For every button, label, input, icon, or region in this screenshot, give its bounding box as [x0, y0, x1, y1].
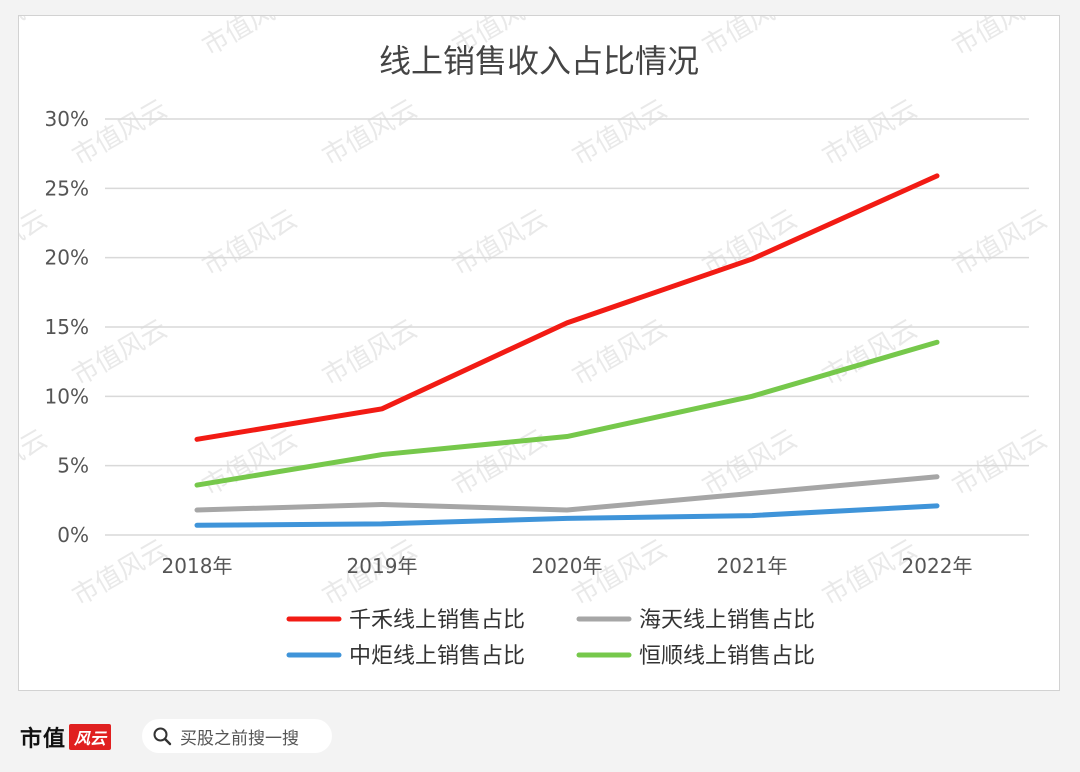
chart-panel: 市值风云 市值风云 市值风云 市值风云 市值风云 市值风云 市值风云 市值风云 市值风云 市值风云…	[0, 0, 1080, 691]
x-tick-label: 2021年	[717, 554, 788, 578]
y-tick-label: 15%	[45, 315, 89, 339]
chart-title: 线上销售收入占比情况	[379, 42, 699, 80]
y-tick-label: 30%	[45, 107, 89, 131]
watermark-text: 市值风云	[68, 94, 173, 172]
watermark-text: 市值风云	[948, 204, 1053, 282]
axis-layer: 0% 5% 10% 15% 20% 25% 30% 2018年 2019年 2020年 2021年 2…	[45, 107, 973, 578]
brand-name: 市值	[20, 727, 67, 752]
watermark-text: 市值风云	[818, 94, 923, 172]
brand-mark: 风云	[69, 724, 112, 750]
y-tick-label: 5%	[57, 454, 89, 478]
y-tick-label: 20%	[45, 246, 89, 270]
watermark-text: 市值风云	[948, 16, 1053, 62]
x-tick-label: 2022年	[902, 554, 973, 578]
footer-bar: 市值 风云 买股之前搜一搜	[0, 700, 1080, 772]
y-tick-label: 10%	[45, 384, 89, 408]
watermark-text: 市值风云	[948, 424, 1053, 502]
watermark-text: 市值风云	[448, 204, 553, 282]
search-placeholder: 买股之前搜一搜	[180, 728, 299, 749]
brand-logo[interactable]: 市值 风云	[20, 722, 112, 752]
watermark-text: 市值风云	[19, 204, 53, 282]
watermark-text: 市值风云	[448, 424, 553, 502]
watermark-text: 市值风云	[198, 204, 303, 282]
watermark-text: 市值风云	[568, 314, 673, 392]
search-icon	[152, 726, 172, 746]
series-line-1	[194, 173, 940, 442]
series-line-4	[194, 339, 940, 488]
y-tick-label: 25%	[45, 176, 89, 200]
legend-label: 千禾线上销售占比	[349, 608, 525, 633]
series-line-3	[194, 503, 940, 528]
search-box[interactable]: 买股之前搜一搜	[142, 719, 332, 753]
watermark-text: 市值风云	[198, 16, 303, 62]
x-tick-label: 2019年	[347, 554, 418, 578]
legend-label: 海天线上销售占比	[639, 608, 815, 633]
x-tick-label: 2020年	[532, 554, 603, 578]
legend-label: 中炬线上销售占比	[349, 644, 525, 669]
watermark-text: 市值风云	[568, 94, 673, 172]
watermark-text: 市值风云	[318, 314, 423, 392]
watermark-text: 市值风云	[318, 94, 423, 172]
series-line-2	[194, 474, 940, 513]
watermark-text: 市值风云	[19, 424, 53, 502]
watermark-text: 市值风云	[698, 16, 803, 62]
y-tick-label: 0%	[57, 523, 89, 547]
legend-label: 恒顺线上销售占比	[639, 644, 815, 669]
series-layer	[194, 173, 940, 528]
watermark-text: 市值风云	[19, 16, 53, 62]
x-tick-label: 2018年	[162, 554, 233, 578]
grid-layer	[105, 118, 1029, 536]
